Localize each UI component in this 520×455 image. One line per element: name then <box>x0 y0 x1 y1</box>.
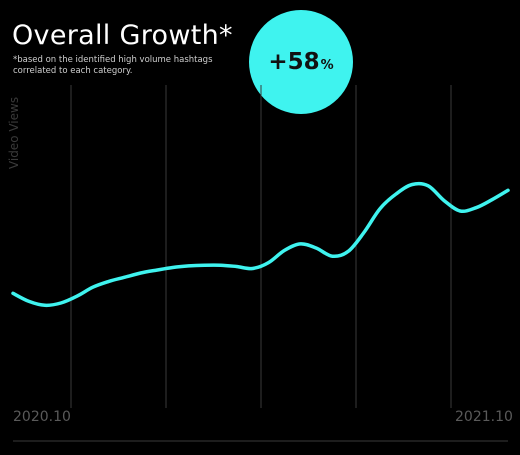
x-tick-label-first: 2020.10 <box>13 409 71 425</box>
growth-unit: % <box>320 57 334 73</box>
grid-lines <box>70 85 452 408</box>
x-tick-label-last: 2021.10 <box>455 409 513 425</box>
chart-subtitle: *based on the identified high volume has… <box>13 55 213 76</box>
series-line-video-views <box>11 181 510 308</box>
growth-value: +58 <box>268 49 320 75</box>
chart-title: Overall Growth* <box>12 20 233 51</box>
growth-badge: +58% <box>249 10 353 114</box>
